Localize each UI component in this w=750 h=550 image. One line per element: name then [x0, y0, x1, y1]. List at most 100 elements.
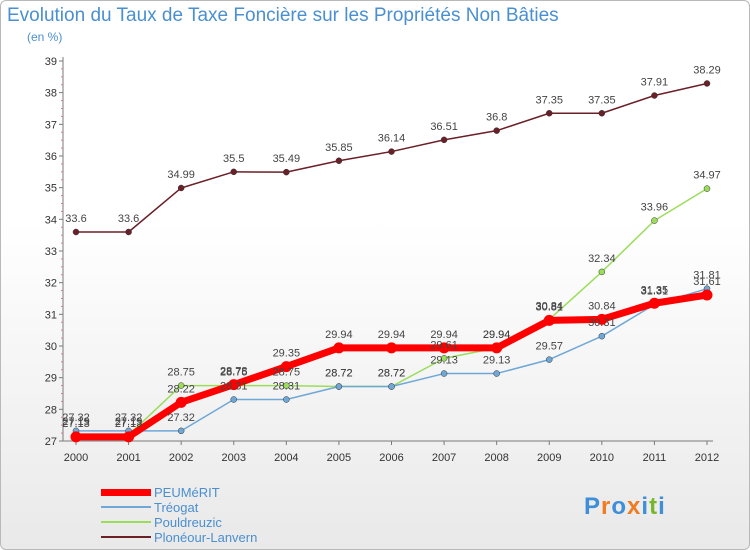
data-point	[598, 332, 606, 340]
data-point	[546, 110, 553, 117]
data-point	[491, 342, 503, 354]
data-label: 28.75	[273, 367, 301, 379]
data-point	[386, 342, 397, 354]
data-point	[543, 314, 555, 326]
data-point	[651, 217, 658, 224]
legend-swatch	[101, 488, 151, 496]
data-label: 33.6	[65, 213, 86, 225]
data-point	[335, 157, 343, 164]
data-point	[598, 268, 606, 276]
data-point	[388, 383, 395, 390]
data-label: 28.72	[378, 368, 406, 380]
data-label: 28.72	[325, 368, 353, 380]
data-label: 36.51	[430, 121, 458, 133]
data-point	[333, 342, 345, 354]
legend-label: Pouldreuzic	[154, 515, 222, 530]
data-label: 36.8	[486, 112, 507, 124]
legend-label: Plonéour-Lanvern	[154, 530, 258, 545]
data-label: 28.31	[273, 381, 301, 393]
data-label: 29.13	[430, 355, 458, 367]
data-point	[72, 228, 80, 236]
data-label: 28.72	[378, 368, 406, 380]
data-label: 37.35	[535, 94, 563, 106]
x-tick-label: 2003	[222, 452, 246, 464]
data-label: 28.31	[220, 381, 248, 393]
data-label: 31.31	[641, 286, 669, 298]
y-tick-label: 30	[45, 341, 57, 353]
data-point	[230, 168, 237, 176]
data-label: 33.6	[118, 213, 139, 225]
data-point	[440, 355, 448, 362]
y-tick-label: 39	[45, 56, 57, 68]
logo-letter: t	[649, 493, 659, 520]
data-label: 31.81	[693, 270, 721, 282]
y-tick-label: 33	[45, 246, 57, 258]
data-point	[175, 396, 187, 408]
data-point	[596, 313, 608, 325]
data-label: 27.32	[62, 412, 90, 424]
x-tick-label: 2009	[537, 452, 561, 464]
data-label: 38.29	[693, 64, 721, 76]
data-label: 31.35	[641, 284, 669, 296]
data-label: 28.72	[325, 368, 353, 380]
logo-letter: P	[584, 493, 602, 520]
data-label: 30.84	[588, 300, 616, 312]
x-tick-label: 2005	[327, 452, 351, 464]
data-label: 27.19	[115, 416, 143, 428]
data-label: 28.75	[220, 367, 248, 379]
x-tick-label: 2000	[64, 452, 88, 464]
data-label: 28.75	[167, 367, 195, 379]
data-point	[177, 382, 185, 389]
data-label: 27.13	[62, 418, 90, 430]
data-point	[177, 184, 185, 192]
legend-swatch	[101, 521, 151, 523]
data-point	[125, 228, 132, 236]
data-label: 29.94	[325, 329, 353, 341]
y-tick-label: 31	[45, 309, 57, 321]
data-point	[648, 297, 660, 309]
y-tick-label: 36	[45, 151, 57, 163]
x-tick-label: 2006	[379, 452, 403, 464]
data-point	[546, 356, 553, 363]
x-tick-label: 2012	[695, 452, 719, 464]
y-tick-label: 32	[45, 278, 57, 290]
data-label: 31.61	[693, 276, 721, 288]
y-tick-label: 34	[45, 214, 57, 226]
data-label: 35.5	[223, 153, 244, 165]
data-point	[123, 431, 135, 443]
x-tick-label: 2010	[590, 452, 614, 464]
data-point	[440, 136, 448, 144]
chart-unit-label: (en %)	[27, 30, 63, 44]
data-label: 30.31	[588, 317, 616, 329]
data-label: 28.78	[220, 366, 248, 378]
y-tick-label: 27	[45, 436, 57, 448]
legend-swatch	[101, 506, 151, 508]
series-plon-our-lanvern	[72, 80, 711, 236]
data-label: 35.85	[325, 142, 353, 154]
logo-letter: o	[611, 493, 628, 520]
data-label: 30.81	[535, 301, 563, 313]
data-point	[703, 80, 711, 87]
legend-swatch	[101, 536, 151, 538]
y-tick-label: 37	[45, 119, 57, 131]
data-point	[598, 110, 606, 117]
data-label: 29.94	[378, 329, 406, 341]
logo-letter: i	[658, 493, 666, 520]
x-tick-label: 2002	[169, 452, 193, 464]
data-label: 29.94	[430, 329, 458, 341]
x-tick-label: 2004	[274, 452, 298, 464]
data-point	[335, 383, 343, 390]
data-point	[228, 379, 240, 391]
data-point	[438, 342, 450, 354]
data-point	[283, 168, 290, 176]
series-tr-ogat	[72, 285, 711, 435]
legend-label: Tréogat	[154, 500, 199, 515]
x-tick-label: 2011	[643, 452, 667, 464]
data-label: 36.14	[378, 133, 406, 145]
data-label: 34.97	[693, 170, 721, 182]
data-label: 35.49	[273, 153, 301, 165]
data-label: 37.35	[588, 94, 616, 106]
data-label: 29.94	[483, 329, 511, 341]
